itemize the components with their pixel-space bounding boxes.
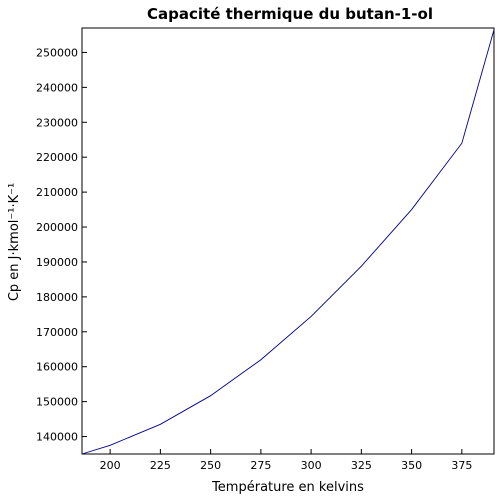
- y-tick-label: 200000: [36, 221, 78, 234]
- x-tick-label: 225: [150, 459, 171, 472]
- y-tick-label: 180000: [36, 291, 78, 304]
- x-tick-label: 350: [401, 459, 422, 472]
- chart-title: Capacité thermique du butan-1-ol: [147, 5, 433, 23]
- series-layer: [81, 29, 495, 455]
- x-tick-label: 300: [301, 459, 322, 472]
- y-tick-label: 240000: [36, 81, 78, 94]
- y-tick-label: 190000: [36, 256, 78, 269]
- x-tick-label: 200: [100, 459, 121, 472]
- plot-area: [81, 27, 495, 455]
- y-tick-label: 210000: [36, 186, 78, 199]
- y-tick-label: 250000: [36, 46, 78, 59]
- x-tick-label: 325: [351, 459, 372, 472]
- y-axis: 140000 150000 160000 170000 180000 190000 2000…: [36, 46, 87, 444]
- y-tick-label: 170000: [36, 326, 78, 339]
- x-tick-label: 250: [200, 459, 221, 472]
- x-axis: 200 225 250 275 300 325 350 375: [100, 449, 472, 472]
- x-tick-label: 375: [451, 459, 472, 472]
- series-line-0: [81, 29, 495, 455]
- x-axis-label: Température en kelvins: [211, 480, 364, 495]
- y-tick-label: 230000: [36, 116, 78, 129]
- y-axis-label: Cp en J·kmol⁻¹·K⁻¹: [7, 183, 22, 301]
- plot-frame: [81, 27, 495, 455]
- y-tick-label: 150000: [36, 396, 78, 409]
- x-tick-label: 275: [250, 459, 271, 472]
- y-tick-label: 140000: [36, 431, 78, 444]
- y-tick-label: 220000: [36, 151, 78, 164]
- y-tick-label: 160000: [36, 361, 78, 374]
